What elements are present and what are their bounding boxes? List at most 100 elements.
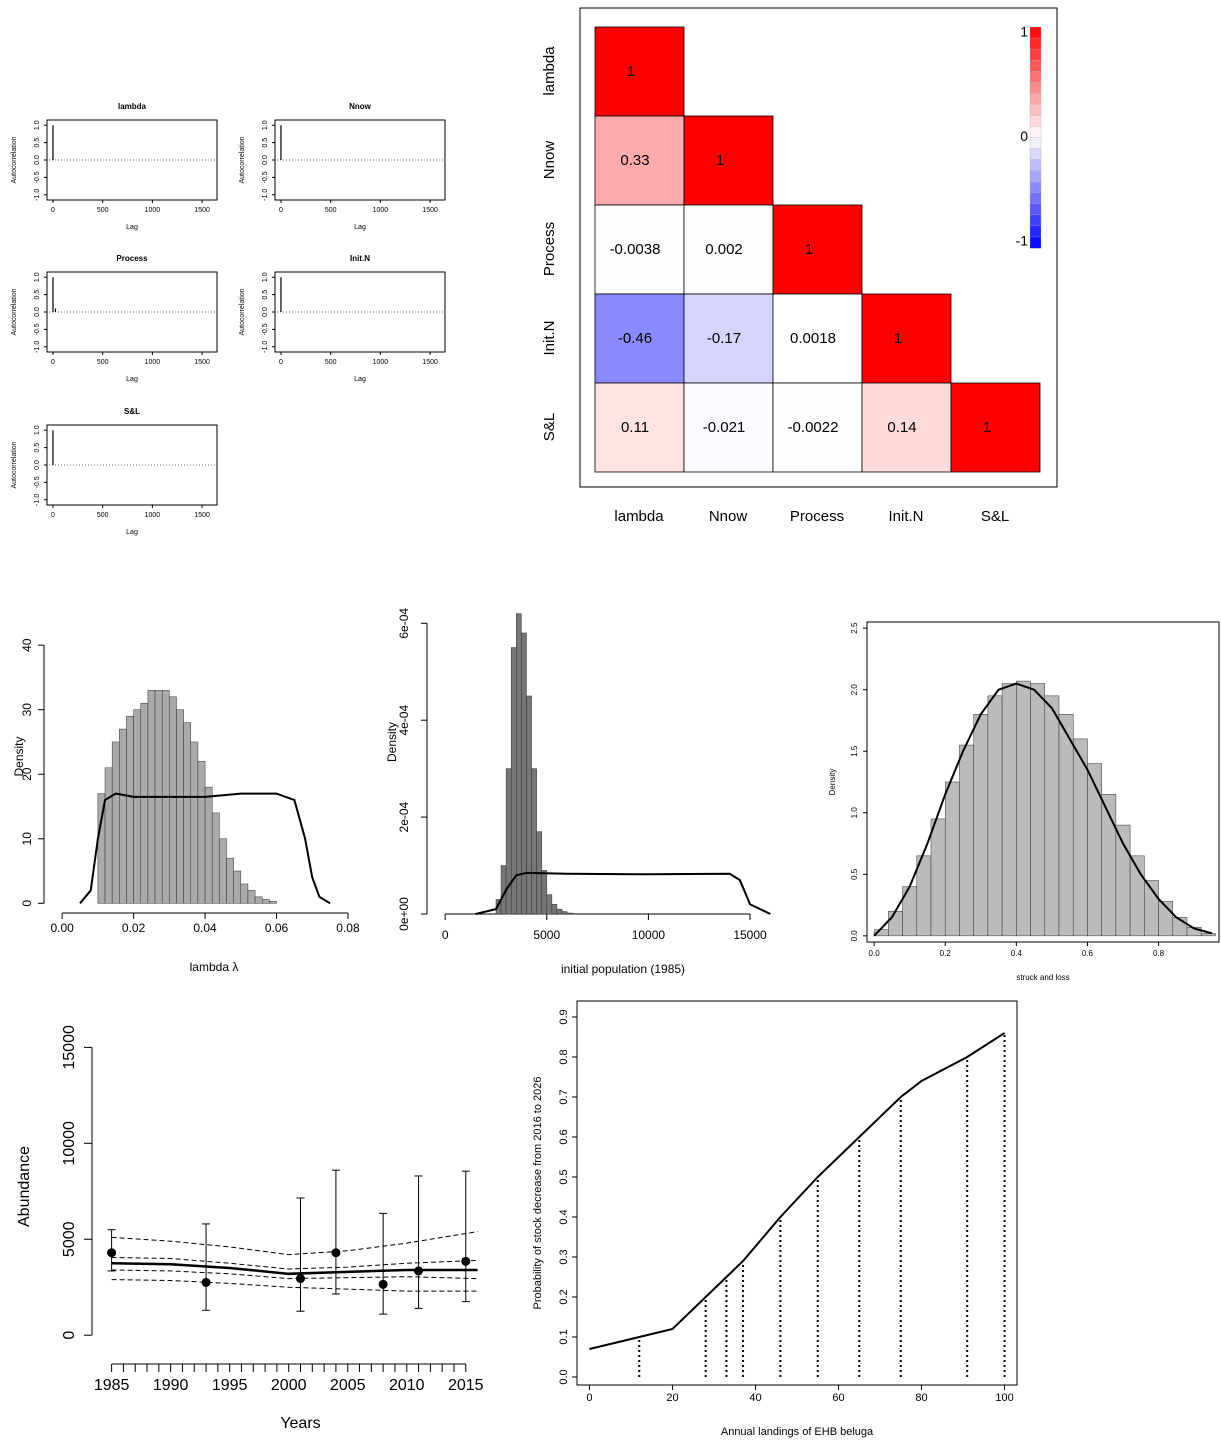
legend-swatch — [1029, 93, 1042, 105]
histogram-bar — [521, 632, 527, 915]
x-tick-label: 1985 — [94, 1377, 130, 1394]
heatmap-cell — [772, 204, 863, 295]
y-tick-label: 0.5 — [34, 443, 41, 453]
histogram-bar — [505, 768, 512, 915]
histogram-bar — [531, 768, 537, 915]
x-tick-label: 80 — [915, 1392, 927, 1404]
histogram-bar — [269, 901, 277, 904]
line-series — [589, 1032, 1006, 1350]
y-tick-label: -1.0 — [34, 494, 41, 506]
legend-swatch — [1029, 26, 1042, 39]
legend-swatch — [1029, 48, 1042, 61]
cell-label: 0.002 — [705, 241, 743, 258]
x-tick-label: 0 — [51, 207, 55, 214]
x-tick-label: 1990 — [153, 1377, 189, 1394]
y-axis-label: Probability of stock decrease from 2016 … — [532, 1077, 544, 1310]
cell-label: 1 — [983, 419, 991, 436]
x-tick-label: 2015 — [448, 1377, 484, 1394]
x-tick-label: 0 — [279, 207, 283, 214]
x-tick-label: 1000 — [145, 359, 161, 366]
x-tick-label: 0.06 — [265, 921, 289, 935]
x-axis-label: Lag — [126, 224, 138, 231]
heatmap-cell — [861, 382, 952, 473]
y-tick-label: 0.9 — [558, 1009, 570, 1024]
y-tick-label: 6e-04 — [397, 608, 411, 639]
x-axis-label: lambda λ — [190, 960, 239, 974]
legend-swatch — [1029, 214, 1042, 227]
x-tick-label: 0.8 — [1153, 949, 1165, 958]
y-tick-label: -0.5 — [34, 323, 41, 335]
y-tick-label: 0.8 — [558, 1049, 570, 1064]
y-axis-label: Abundance — [16, 1146, 33, 1227]
cell-label: -0.17 — [707, 330, 741, 347]
y-axis-label: Density — [828, 769, 837, 796]
heatmap-cell — [594, 204, 685, 295]
x-tick-label: 0 — [279, 359, 283, 366]
y-tick-label: 1.0 — [262, 272, 269, 282]
histogram-bar — [516, 613, 522, 915]
column-label: Nnow — [709, 508, 748, 525]
histogram-bar — [556, 908, 563, 915]
y-tick-label: 2e-04 — [397, 801, 411, 832]
histogram-bar — [1016, 680, 1031, 937]
heatmap-cell — [683, 382, 774, 473]
y-tick-label: 0.0 — [262, 307, 269, 317]
y-axis-label: Autocorrelation — [11, 136, 18, 183]
chart-title: Process — [116, 254, 148, 263]
x-tick-label: 1995 — [212, 1377, 248, 1394]
legend-swatch — [1029, 126, 1042, 138]
x-axis-label: Lag — [126, 376, 138, 383]
histogram-bar — [888, 910, 903, 937]
x-tick-label: 1000 — [145, 512, 161, 519]
histogram-bar — [987, 695, 1003, 937]
legend-swatch — [1029, 37, 1042, 50]
chart-title: Init.N — [350, 254, 370, 263]
histogram-bar — [551, 904, 558, 915]
x-tick-label: 40 — [749, 1392, 761, 1404]
heatmap-cell — [772, 293, 863, 384]
cell-label: 1 — [716, 152, 724, 169]
y-tick-label: 1.0 — [34, 120, 41, 130]
x-tick-label: 5000 — [533, 928, 560, 942]
observation-point — [378, 1279, 388, 1289]
y-tick-label: 0.1 — [558, 1329, 570, 1344]
y-tick-label: -1.0 — [262, 189, 269, 201]
heatmap-cell — [861, 293, 952, 384]
x-tick-label: 1000 — [373, 359, 389, 366]
y-tick-label: -1.0 — [262, 341, 269, 353]
y-axis-label: Density — [385, 722, 399, 762]
histogram-bar — [510, 647, 517, 915]
y-tick-label: 0.0 — [850, 930, 859, 942]
observation-point — [296, 1274, 305, 1284]
legend-swatch — [1029, 104, 1042, 116]
y-axis-label: Density — [12, 736, 26, 776]
y-tick-label: 2.0 — [850, 684, 859, 696]
heatmap-cell — [950, 382, 1041, 473]
histogram-bar — [219, 838, 227, 904]
y-tick-label: 1.0 — [850, 807, 859, 819]
plot-frame — [866, 621, 1220, 943]
legend-swatch — [1029, 170, 1042, 183]
y-tick-label: 0.0 — [34, 460, 41, 470]
x-tick-label: 0 — [51, 512, 55, 519]
x-tick-label: 1500 — [194, 359, 210, 366]
histogram-bar — [1058, 714, 1074, 937]
histogram-bar — [240, 883, 249, 904]
y-tick-label: 0 — [20, 900, 34, 907]
x-tick-label: 20 — [666, 1392, 678, 1404]
y-tick-label: 15000 — [61, 1025, 78, 1070]
histogram-bar — [1044, 695, 1060, 937]
plot-frame — [46, 119, 218, 201]
y-tick-label: 10000 — [61, 1121, 78, 1166]
observation-point — [461, 1256, 471, 1266]
y-tick-label: 0.5 — [850, 868, 859, 880]
y-tick-label: 0.0 — [262, 155, 269, 165]
x-tick-label: 500 — [325, 359, 337, 366]
histogram-bar — [1200, 933, 1216, 937]
y-tick-label: 4e-04 — [397, 705, 411, 736]
x-tick-label: 0.6 — [1082, 949, 1094, 958]
histogram-bar — [1030, 683, 1046, 937]
y-tick-label: 0.7 — [558, 1089, 570, 1104]
x-tick-label: 10000 — [632, 928, 666, 942]
line-series — [111, 1231, 478, 1256]
